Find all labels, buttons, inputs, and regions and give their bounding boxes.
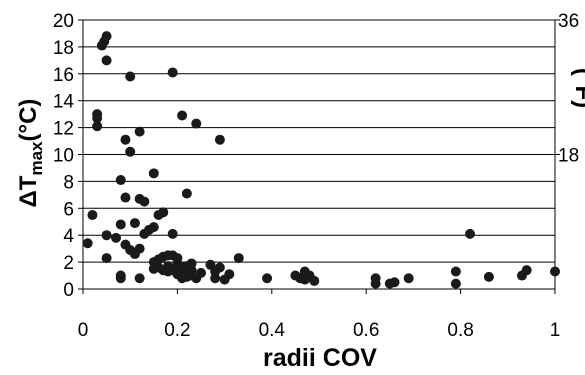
data-point xyxy=(158,207,169,218)
x-tick-labels: 0 0.2 0.4 0.6 0.8 1 xyxy=(78,289,561,341)
data-point xyxy=(210,273,221,284)
data-point xyxy=(134,243,145,254)
data-point xyxy=(214,262,225,273)
y-axis-label-sub: max xyxy=(27,141,46,176)
y-tick-label: 12 xyxy=(53,119,74,140)
data-point xyxy=(134,126,145,137)
y-tick-label: 4 xyxy=(63,226,74,247)
data-point xyxy=(148,222,159,233)
data-point xyxy=(101,31,112,42)
data-point xyxy=(224,269,235,280)
x-axis-label: radii COV xyxy=(263,344,377,372)
data-point xyxy=(101,230,112,241)
data-point xyxy=(465,228,476,239)
y-axis-label-unit: (°C) xyxy=(15,99,42,142)
data-point xyxy=(125,146,136,157)
data-point xyxy=(196,267,206,278)
data-point xyxy=(309,275,320,286)
data-point xyxy=(450,278,461,289)
data-point xyxy=(403,273,414,284)
data-point xyxy=(139,196,150,207)
data-point xyxy=(483,271,494,282)
data-point xyxy=(92,121,103,132)
y-tick-label: 20 xyxy=(53,11,74,32)
data-point xyxy=(148,168,159,179)
data-point xyxy=(82,238,93,249)
data-point xyxy=(115,219,126,230)
data-point xyxy=(550,266,560,277)
data-point xyxy=(101,253,112,264)
data-point xyxy=(167,228,178,239)
y-tick-label: 2 xyxy=(63,253,74,274)
y-tick-label: 6 xyxy=(63,199,74,220)
data-point xyxy=(120,192,131,203)
y-tick-label: 18 xyxy=(53,38,74,59)
data-point xyxy=(134,273,145,284)
y-tick-label: 8 xyxy=(63,172,74,193)
data-point xyxy=(370,278,381,289)
data-point xyxy=(389,277,400,288)
y-tick-label: 16 xyxy=(53,65,74,86)
x-tick-label: 0.2 xyxy=(164,320,190,341)
data-point xyxy=(115,273,126,284)
x-tick-label: 0 xyxy=(78,320,89,341)
x-tick-label: 0.8 xyxy=(447,320,473,341)
data-point xyxy=(167,67,178,78)
data-point xyxy=(177,110,188,121)
data-point xyxy=(262,273,273,284)
y-tick-label: 0 xyxy=(63,280,74,301)
x-tick-label: 0.4 xyxy=(259,320,286,341)
y-axis-label: ΔTmax(°C) xyxy=(15,99,46,208)
data-points xyxy=(82,31,560,289)
y-tick-label: 10 xyxy=(53,146,74,167)
data-point xyxy=(120,134,131,145)
svg-text:(°F): (°F) xyxy=(570,68,585,108)
data-point xyxy=(191,118,202,129)
data-point xyxy=(111,232,122,243)
data-point xyxy=(87,210,98,221)
x-tick-label: 0.6 xyxy=(353,320,379,341)
data-point xyxy=(214,134,225,145)
x-tick-label: 1 xyxy=(550,320,561,341)
y-axis-label-main: ΔT xyxy=(15,175,42,207)
svg-text:ΔTmax(°C): ΔTmax(°C) xyxy=(15,99,46,208)
y2-tick-label: 36 xyxy=(558,11,579,32)
y2-tick-label: 18 xyxy=(558,146,579,167)
y-tick-label: 14 xyxy=(53,92,75,113)
y2-axis-label: (°F) xyxy=(570,68,585,108)
data-point xyxy=(92,113,103,124)
y-tick-labels: 0 2 4 6 8 10 12 14 16 18 20 xyxy=(53,11,83,301)
data-point xyxy=(450,266,461,277)
grid-lines xyxy=(83,19,555,290)
data-point xyxy=(115,175,126,186)
data-point xyxy=(125,71,136,82)
data-point xyxy=(181,188,192,199)
data-point xyxy=(233,253,244,264)
data-point xyxy=(129,218,140,229)
data-point xyxy=(521,265,532,276)
data-point xyxy=(101,55,112,66)
